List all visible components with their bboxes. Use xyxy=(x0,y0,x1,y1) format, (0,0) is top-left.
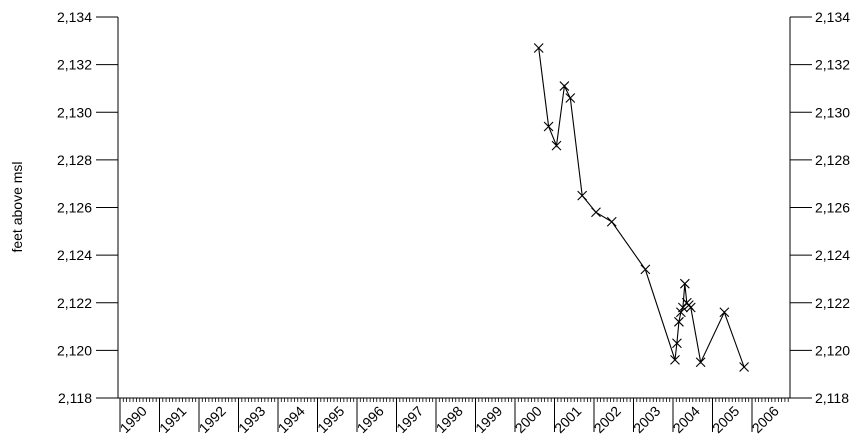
x-tick-label: 2001 xyxy=(551,403,584,436)
x-tick-label: 2000 xyxy=(512,403,545,436)
series-line xyxy=(538,47,745,368)
y-tick-label-left: 2,124 xyxy=(57,247,92,263)
y-tick-label-right: 2,128 xyxy=(815,152,850,168)
x-tick-label: 1998 xyxy=(433,403,466,436)
y-tick-label-right: 2,134 xyxy=(815,9,850,25)
data-point xyxy=(674,316,684,327)
x-tick-label: 1992 xyxy=(196,403,229,436)
y-ticks-right: 2,118 2,120 2,122 2,124 2,126 2,128 2,130 2,132… xyxy=(790,9,850,406)
data-point xyxy=(679,278,690,289)
y-tick-label-right: 2,130 xyxy=(815,104,850,120)
x-tick-label: 2003 xyxy=(630,403,663,436)
y-tick-label-left: 2,120 xyxy=(57,342,92,358)
x-tick-label: 1991 xyxy=(156,403,189,436)
y-tick-label-right: 2,124 xyxy=(815,247,850,263)
x-tick-label: 2005 xyxy=(709,403,742,436)
data-point xyxy=(606,216,617,227)
data-point xyxy=(551,140,562,151)
x-tick-label: 1990 xyxy=(117,403,150,436)
y-tick-label-right: 2,132 xyxy=(815,57,850,73)
data-point xyxy=(685,302,696,313)
y-tick-label-right: 2,122 xyxy=(815,295,850,311)
x-tick-label: 1996 xyxy=(354,403,387,436)
data-point xyxy=(591,207,601,218)
y-tick-label-left: 2,130 xyxy=(57,104,92,120)
x-tick-label: 1997 xyxy=(393,403,426,436)
y-ticks-left: 2,118 2,120 2,122 2,124 2,126 2,128 2,130 2,132… xyxy=(57,9,118,406)
y-tick-label-left: 2,132 xyxy=(57,57,92,73)
data-point xyxy=(577,190,588,201)
y-axis-label: feet above msl xyxy=(9,161,25,252)
x-tick-label: 1994 xyxy=(275,403,308,436)
data-point xyxy=(719,307,730,318)
x-tick-label: 2006 xyxy=(749,403,782,436)
y-tick-label-left: 2,122 xyxy=(57,295,92,311)
y-tick-label-right: 2,120 xyxy=(815,342,850,358)
x-ticks: 1990 1991 1992 1993 1994 1995 1996 1997 1998 1999… xyxy=(117,398,789,436)
data-point xyxy=(739,362,749,372)
y-tick-label-right: 2,126 xyxy=(815,200,850,216)
data-point xyxy=(672,338,682,349)
data-point xyxy=(543,121,554,132)
data-point xyxy=(559,81,570,91)
series-group xyxy=(533,43,749,372)
data-point xyxy=(695,357,706,368)
y-tick-label-left: 2,118 xyxy=(58,390,92,406)
data-point xyxy=(565,93,576,103)
x-tick-label: 1995 xyxy=(314,403,347,436)
data-point xyxy=(533,43,544,53)
x-tick-label: 1993 xyxy=(235,403,268,436)
y-tick-label-left: 2,128 xyxy=(57,152,92,168)
data-point xyxy=(677,302,688,313)
y-tick-label-left: 2,126 xyxy=(57,200,92,216)
data-point xyxy=(640,264,651,275)
x-tick-label: 2004 xyxy=(670,403,703,436)
x-tick-label: 2002 xyxy=(591,403,624,436)
y-tick-label-right: 2,118 xyxy=(815,390,849,406)
y-tick-label-left: 2,134 xyxy=(57,9,92,25)
plot-area xyxy=(117,17,791,399)
data-point xyxy=(670,355,680,365)
x-tick-label: 1999 xyxy=(472,403,505,436)
